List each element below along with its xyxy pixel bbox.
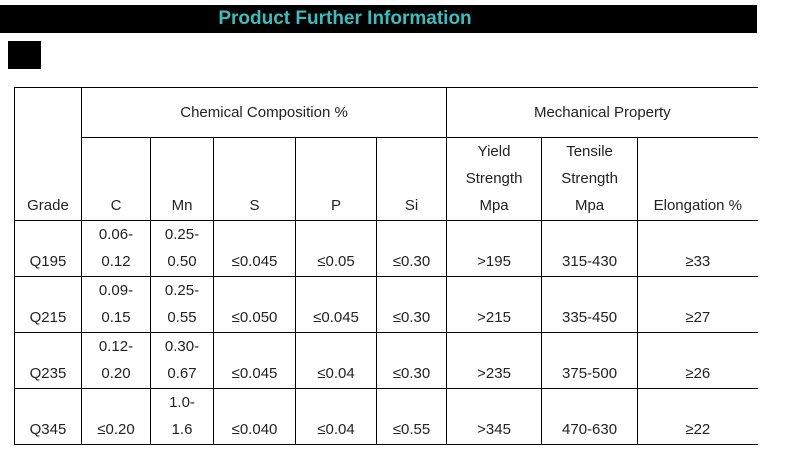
table-cell: 315-430 [541, 220, 639, 277]
table-cell: ≤0.30 [375, 332, 448, 389]
table-cell: >215 [446, 276, 543, 333]
table-cell: ≤0.050 [213, 276, 296, 333]
table-cell: 1.0- 1.6 [150, 388, 214, 445]
column-header: Yield Strength Mpa [446, 137, 543, 221]
column-header: Mn [150, 137, 214, 221]
table-row: Q235 0.12- 0.20 0.30- 0.67 ≤0.045 ≤0.04 ≤0.30… [14, 332, 758, 389]
table-cell: 0.30- 0.67 [150, 332, 214, 389]
table-cell: 0.25- 0.55 [150, 276, 214, 333]
table-row: Q215 0.09- 0.15 0.25- 0.55 ≤0.050 ≤0.045 ≤0.3… [14, 276, 758, 333]
table-row: Q345 ≤0.20 1.0- 1.6 ≤0.040 ≤0.04 ≤0.55 >345 470… [14, 388, 758, 445]
table-cell: 470-630 [541, 388, 639, 445]
table-cell: ≤0.05 [295, 220, 377, 277]
column-header: Elongation % [637, 137, 758, 221]
table-cell: 0.12- 0.20 [81, 332, 151, 389]
column-header: Tensile Strength Mpa [541, 137, 639, 221]
table-cell: >235 [446, 332, 543, 389]
title: Product Further Information [218, 8, 472, 29]
group-header: Chemical Composition % [80, 87, 448, 138]
table-cell: ≤0.04 [295, 388, 377, 445]
table-cell: ≤0.045 [213, 332, 296, 389]
table-cell: 0.06- 0.12 [81, 220, 151, 277]
table-cell: ≤0.30 [375, 276, 448, 333]
column-header: P [295, 137, 377, 221]
table-cell: 335-450 [541, 276, 639, 333]
column-header: S [213, 137, 296, 221]
table-cell: ≤0.55 [375, 388, 448, 445]
table-cell: ≤0.045 [295, 276, 377, 333]
grade-header: Grade [14, 87, 82, 221]
table-cell: Q345 [14, 388, 82, 445]
column-header: C [81, 137, 151, 221]
table-cell: >345 [446, 388, 543, 445]
table-cell: Q215 [14, 276, 82, 333]
table-cell: 0.09- 0.15 [81, 276, 151, 333]
table-cell: Q195 [14, 220, 82, 277]
spec-table: Grade Chemical Composition % Mechanical Pr… [14, 87, 758, 445]
table-cell: ≥27 [637, 276, 758, 333]
table-cell: ≥33 [637, 220, 758, 277]
black-box [8, 41, 41, 69]
table-cell: ≤0.20 [81, 388, 151, 445]
table-cell: ≤0.04 [295, 332, 377, 389]
table-cell: ≤0.040 [213, 388, 296, 445]
group-header: Mechanical Property [446, 87, 758, 138]
table-cell: Q235 [14, 332, 82, 389]
title-bar: Product Further Information [0, 5, 757, 33]
table-row: C Mn S P Si Yield Strength Mpa Tensile Strengt… [15, 137, 758, 221]
table-row: Grade Chemical Composition % Mechanical Pr… [14, 87, 758, 221]
table-row: Q195 0.06- 0.12 0.25- 0.50 ≤0.045 ≤0.05 ≤0.30… [14, 220, 758, 277]
table-cell: ≥26 [637, 332, 758, 389]
table-cell: ≤0.045 [213, 220, 296, 277]
table-cell: 0.25- 0.50 [150, 220, 214, 277]
table-cell: >195 [446, 220, 543, 277]
table-cell: ≤0.30 [375, 220, 448, 277]
table-cell: ≥22 [637, 388, 758, 445]
table-cell: 375-500 [541, 332, 639, 389]
column-header: Si [375, 137, 448, 221]
